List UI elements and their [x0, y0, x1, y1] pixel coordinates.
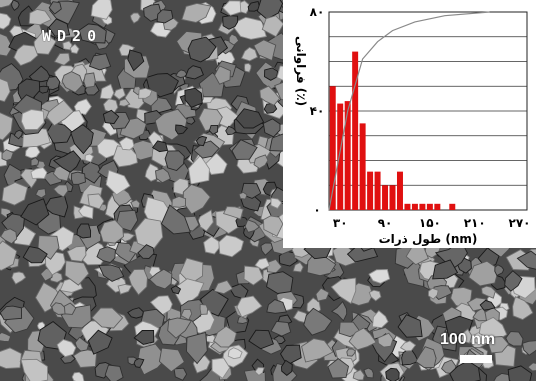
cumulative-line: [328, 11, 490, 211]
histogram-bar: [419, 203, 426, 210]
histogram-bar: [449, 203, 456, 210]
x-axis-label: طول ذرات (nm): [379, 232, 478, 247]
y-axis-label: فراوانی (٪): [293, 36, 308, 106]
histogram-bar: [337, 103, 344, 210]
y-tick-label: ۴۰: [310, 104, 325, 118]
histogram-bar: [404, 203, 411, 210]
histogram-bar: [382, 185, 389, 210]
histogram-bar: [359, 123, 366, 210]
histogram-bar: [367, 171, 374, 210]
sample-label: WD20: [42, 27, 103, 45]
scale-bar-label: 100 nm: [440, 331, 496, 348]
y-tick-label: ۸۰: [310, 5, 325, 19]
x-tick-label: ۹۰: [378, 216, 393, 230]
histogram-bar: [389, 185, 396, 210]
size-distribution-chart: ۳۰ ۹۰ ۱۵۰ ۲۱۰ ۲۷۰ ۰ ۴۰ ۸۰ طول ذرات (nm) فراوانی (…: [293, 5, 531, 247]
histogram-bar: [426, 203, 433, 210]
histogram-bar: [396, 171, 403, 210]
y-tick-label: ۰: [313, 203, 320, 217]
histogram-bar: [374, 171, 381, 210]
histogram-bar: [411, 203, 418, 210]
histogram-bar: [434, 203, 441, 210]
size-distribution-inset: ۳۰ ۹۰ ۱۵۰ ۲۱۰ ۲۷۰ ۰ ۴۰ ۸۰ طول ذرات (nm) فراوانی (…: [283, 0, 536, 248]
x-tick-label: ۱۵۰: [419, 216, 441, 230]
histogram-bar: [344, 101, 351, 210]
x-tick-label: ۲۷۰: [509, 216, 531, 230]
x-tick-label: ۲۱۰: [464, 216, 486, 230]
histogram-bar: [352, 51, 359, 210]
x-tick-label: ۳۰: [333, 216, 348, 230]
scale-bar: [460, 355, 492, 363]
histogram-bar: [329, 86, 336, 210]
